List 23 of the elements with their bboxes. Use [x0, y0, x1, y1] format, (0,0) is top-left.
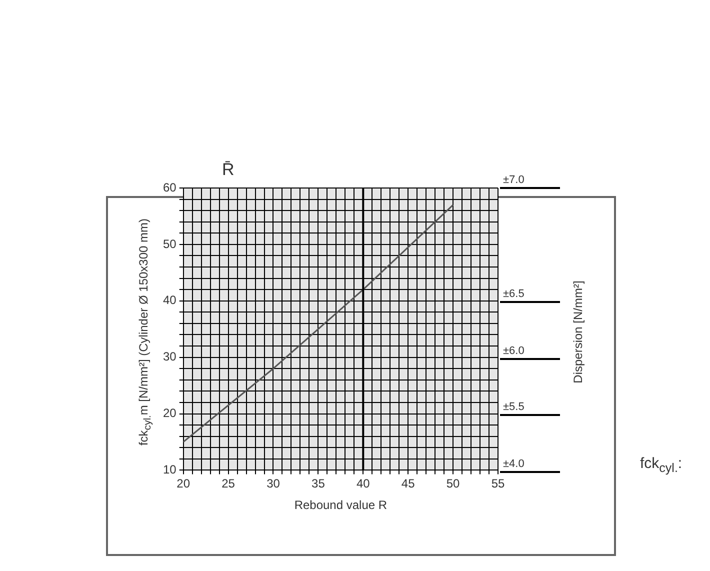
y-tick-label: 20 — [162, 406, 177, 420]
y-tick-label: 40 — [162, 293, 177, 308]
y-tick-label: 10 — [162, 462, 177, 477]
text: ±6.5 — [503, 288, 524, 300]
x-tick-label: 35 — [312, 476, 326, 491]
x-tick-label: 40 — [356, 476, 370, 491]
text: ±6.0 — [503, 345, 524, 357]
x-axis-title: Rebound value R — [294, 498, 388, 512]
text: ±5.5 — [503, 401, 524, 413]
text: Dispersion [N/mm²] — [571, 280, 585, 384]
x-tick-label: 45 — [401, 476, 416, 491]
text: fck$_{cyl.}$: — [640, 455, 682, 475]
y-tick-label: 50 — [162, 236, 177, 251]
text: ±4.0 — [503, 458, 524, 470]
text: ±7.0 — [503, 174, 524, 186]
x-tick-label: 55 — [491, 476, 505, 491]
x-tick-label: 25 — [222, 476, 236, 491]
text: R̄ — [222, 160, 234, 180]
y-tick-label: 60 — [162, 180, 177, 194]
x-tick-label: 30 — [266, 476, 280, 491]
x-tick-label: 50 — [446, 476, 460, 491]
y-tick-label: 30 — [162, 350, 177, 364]
x-tick-label: 20 — [176, 476, 190, 491]
